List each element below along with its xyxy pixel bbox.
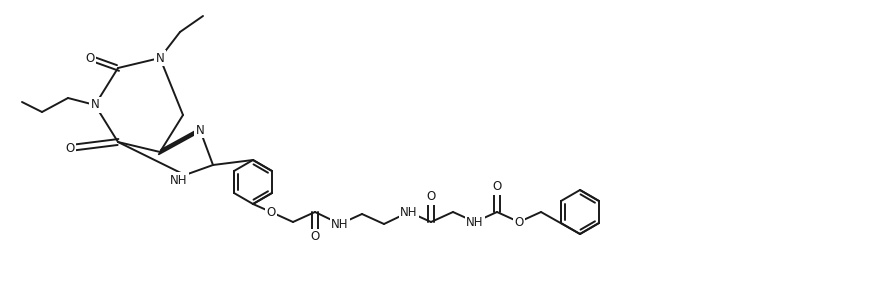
Text: NH: NH [466,216,484,229]
Text: O: O [266,206,275,218]
Text: N: N [91,99,99,112]
Text: O: O [66,141,75,154]
Text: O: O [514,216,524,229]
Text: O: O [426,191,436,204]
Text: N: N [155,51,164,64]
Text: O: O [85,51,95,64]
Text: O: O [492,181,502,193]
Text: NH: NH [331,218,349,231]
Text: NH: NH [400,206,417,218]
Text: N: N [195,124,204,137]
Text: O: O [311,231,320,243]
Text: NH: NH [170,174,187,187]
